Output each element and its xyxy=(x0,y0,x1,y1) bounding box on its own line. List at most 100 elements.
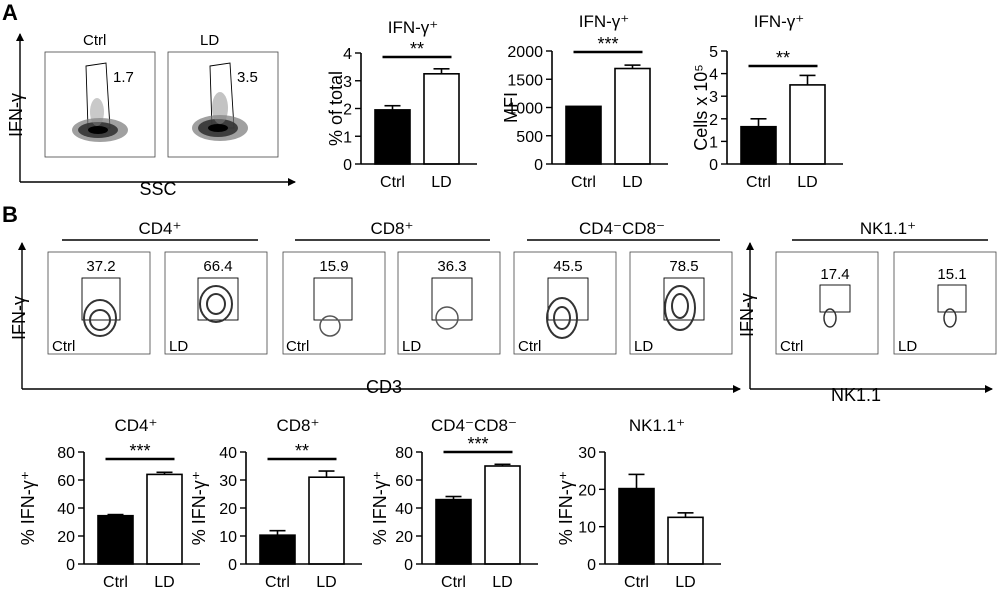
flow-plot-label: Ctrl xyxy=(83,32,106,49)
panel-label-b: B xyxy=(2,202,18,227)
b-right-y-axis-label: IFN-γ xyxy=(737,293,757,337)
flow-plot-label: Ctrl xyxy=(518,338,541,355)
x-tick-label: Ctrl xyxy=(380,174,405,191)
x-tick-label: Ctrl xyxy=(441,574,466,589)
b-y-axis-label: IFN-γ xyxy=(9,296,29,340)
bar-ctrl xyxy=(740,125,777,165)
bar-ld xyxy=(667,516,704,565)
y-tick-label: 2 xyxy=(343,102,352,119)
bar-chart-2: IFN-γ⁺ 0 500 1000 1500 2000 MFI Ctrl LD *** xyxy=(501,12,668,191)
bar-ld xyxy=(423,73,460,165)
significance-stars: ** xyxy=(410,39,424,59)
b-flow-plot-cd8-ctrl: 15.9 Ctrl xyxy=(282,251,386,355)
x-tick-label: LD xyxy=(431,174,451,191)
chart-title: IFN-γ⁺ xyxy=(388,18,439,37)
y-tick-label: 0 xyxy=(404,557,413,574)
bar-ld xyxy=(789,84,826,165)
x-tick-label: LD xyxy=(492,574,512,589)
bar-ld xyxy=(484,465,521,565)
y-tick-label: 500 xyxy=(516,129,543,146)
y-tick-label: 40 xyxy=(219,445,237,462)
bar-ld xyxy=(308,476,345,565)
x-tick-label: LD xyxy=(675,574,695,589)
bar-ctrl xyxy=(435,498,472,565)
y-tick-label: 40 xyxy=(57,501,75,518)
y-tick-label: 60 xyxy=(57,473,75,490)
x-tick-label: Ctrl xyxy=(746,174,771,191)
flow-plot-label: LD xyxy=(634,338,653,355)
gate-value: 1.7 xyxy=(113,69,134,86)
x-tick-label: LD xyxy=(154,574,174,589)
y-tick-label: 4 xyxy=(709,67,718,84)
y-tick-label: 0 xyxy=(709,157,718,174)
a-flow-section: IFN-γ SSC Ctrl 1.7 LD 3.5 xyxy=(6,32,296,199)
bar-ctrl xyxy=(259,534,296,565)
gate-region xyxy=(431,277,473,321)
panel-label-a: A xyxy=(2,0,18,25)
x-tick-label: Ctrl xyxy=(571,174,596,191)
y-axis-label: % IFN-γ⁺ xyxy=(556,471,576,546)
y-tick-label: 10 xyxy=(219,529,237,546)
b-x-axis-label-cd3: CD3 xyxy=(366,377,402,397)
y-tick-label: 0 xyxy=(587,557,596,574)
gate-region xyxy=(819,284,851,313)
gate-value: 78.5 xyxy=(669,258,698,275)
y-tick-label: 30 xyxy=(578,445,596,462)
flow-plot-label: LD xyxy=(169,338,188,355)
chart-title: CD4⁺ xyxy=(115,416,158,435)
group-title: CD4⁻CD8⁻ xyxy=(579,219,665,238)
y-tick-label: 0 xyxy=(534,157,543,174)
b-flow-section: IFN-γ CD3 IFN-γ NK1.1 CD4⁺ CD8⁺ CD4⁻CD8⁻… xyxy=(9,219,997,405)
significance-stars: ** xyxy=(776,48,790,68)
flow-plot-label: Ctrl xyxy=(286,338,309,355)
y-tick-label: 1500 xyxy=(507,72,543,89)
x-tick-label: LD xyxy=(622,174,642,191)
group-header-dn: CD4⁻CD8⁻ xyxy=(527,219,720,241)
cell-density-cloud xyxy=(72,98,128,142)
x-tick-label: Ctrl xyxy=(103,574,128,589)
y-tick-label: 4 xyxy=(343,46,352,63)
y-tick-label: 40 xyxy=(395,501,413,518)
gate-region xyxy=(547,277,589,321)
y-tick-label: 5 xyxy=(709,44,718,61)
significance-stars: *** xyxy=(129,441,150,461)
significance-stars: *** xyxy=(597,34,618,54)
gate-region xyxy=(197,277,239,321)
b-flow-plot-dn-ld: 78.5 LD xyxy=(629,251,733,355)
gate-value: 37.2 xyxy=(86,258,115,275)
y-tick-label: 1 xyxy=(709,134,718,151)
y-tick-label: 1 xyxy=(343,129,352,146)
bar-ctrl xyxy=(565,105,602,165)
y-axis-label: Cells x 10⁵ xyxy=(691,64,711,151)
y-tick-label: 0 xyxy=(228,557,237,574)
b-flow-plot-nk-ld: 15.1 LD xyxy=(893,251,997,355)
flow-plot-label: LD xyxy=(898,338,917,355)
y-axis-label: % IFN-γ⁺ xyxy=(189,471,209,546)
gate-value: 36.3 xyxy=(437,258,466,275)
x-tick-label: LD xyxy=(316,574,336,589)
b-flow-plot-cd4-ld: 66.4 LD xyxy=(164,251,268,355)
y-tick-label: 0 xyxy=(66,557,75,574)
b-x-axis-label-nk11: NK1.1 xyxy=(831,385,881,405)
bar-ld xyxy=(146,473,183,565)
b-flow-plot-dn-ctrl: 45.5 Ctrl xyxy=(513,251,617,355)
x-tick-label: LD xyxy=(797,174,817,191)
group-title: CD8⁺ xyxy=(371,219,414,238)
group-header-nk: NK1.1⁺ xyxy=(792,219,988,241)
bar-ctrl xyxy=(374,109,411,165)
y-tick-label: 2000 xyxy=(507,44,543,61)
chart-title: CD4⁻CD8⁻ xyxy=(431,416,517,435)
gate-value: 66.4 xyxy=(203,258,232,275)
bar-ctrl xyxy=(97,514,134,565)
y-tick-label: 30 xyxy=(219,473,237,490)
bar-ctrl xyxy=(618,487,655,565)
x-tick-label: Ctrl xyxy=(624,574,649,589)
bar-chart-5: CD8⁺ 0 10 20 30 40 % IFN-γ⁺ Ctrl LD ** xyxy=(189,416,362,589)
gate-region xyxy=(937,284,967,313)
group-header-cd4: CD4⁺ xyxy=(62,219,258,241)
gate-value: 15.1 xyxy=(937,266,966,283)
chart-title: NK1.1⁺ xyxy=(629,416,685,435)
y-tick-label: 20 xyxy=(219,501,237,518)
